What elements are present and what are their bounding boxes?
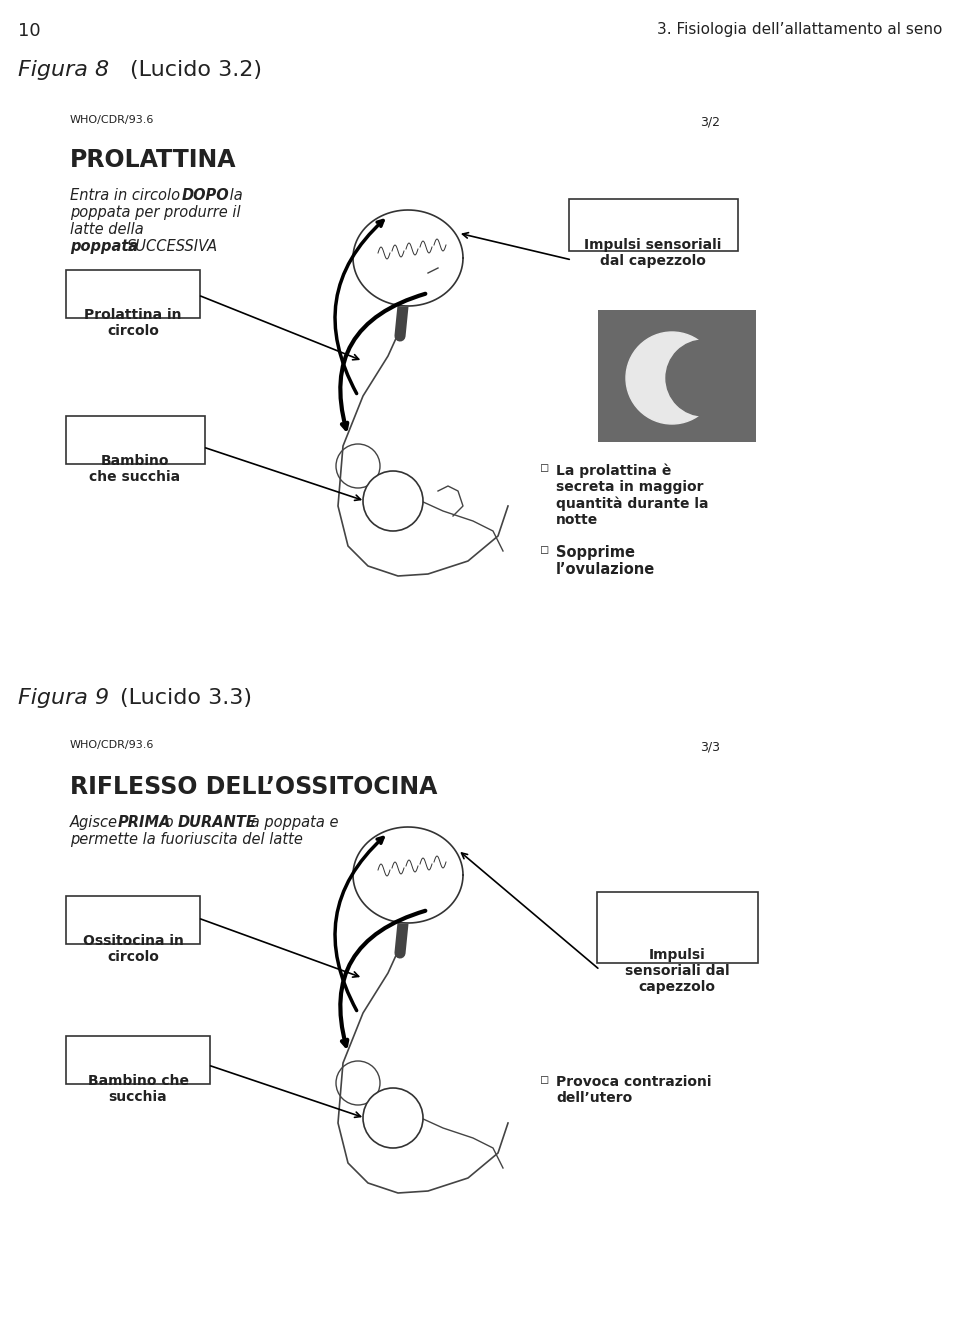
FancyBboxPatch shape: [66, 270, 200, 318]
Text: Bambino
che succhia: Bambino che succhia: [89, 454, 180, 484]
FancyBboxPatch shape: [66, 896, 200, 945]
Text: poppata per produrre il: poppata per produrre il: [70, 205, 241, 219]
Text: latte della: latte della: [70, 222, 144, 237]
Text: la: la: [225, 189, 243, 203]
FancyBboxPatch shape: [569, 199, 738, 252]
Text: PRIMA: PRIMA: [118, 815, 172, 830]
Text: RIFLESSO DELL’OSSITOCINA: RIFLESSO DELL’OSSITOCINA: [70, 775, 438, 799]
FancyBboxPatch shape: [597, 892, 758, 963]
Text: Impulsi
sensoriali dal
capezzolo: Impulsi sensoriali dal capezzolo: [625, 949, 730, 994]
Text: Ossitocina in
circolo: Ossitocina in circolo: [83, 934, 183, 965]
FancyBboxPatch shape: [66, 416, 205, 464]
Text: ◻: ◻: [540, 545, 549, 555]
Circle shape: [666, 340, 742, 416]
Text: DOPO: DOPO: [182, 189, 229, 203]
Text: ◻: ◻: [540, 463, 549, 474]
Text: DURANTE: DURANTE: [178, 815, 257, 830]
Text: (Lucido 3.3): (Lucido 3.3): [120, 688, 252, 708]
Circle shape: [626, 332, 718, 424]
Text: (Lucido 3.2): (Lucido 3.2): [130, 60, 262, 80]
Text: o: o: [160, 815, 179, 830]
Text: SUCCESSIVA: SUCCESSIVA: [127, 240, 218, 254]
Text: la poppata e: la poppata e: [242, 815, 339, 830]
Text: Bambino che
succhia: Bambino che succhia: [87, 1074, 188, 1104]
Text: Prolattina in
circolo: Prolattina in circolo: [84, 308, 181, 339]
Text: PROLATTINA: PROLATTINA: [70, 149, 236, 173]
Text: permette la fuoriuscita del latte: permette la fuoriuscita del latte: [70, 832, 302, 847]
Text: WHO/CDR/93.6: WHO/CDR/93.6: [70, 115, 155, 124]
Text: Figura 9: Figura 9: [18, 688, 109, 708]
Text: Sopprime
l’ovulazione: Sopprime l’ovulazione: [556, 545, 656, 578]
Text: 3/3: 3/3: [700, 740, 720, 753]
FancyBboxPatch shape: [598, 310, 756, 442]
Text: WHO/CDR/93.6: WHO/CDR/93.6: [70, 740, 155, 751]
Text: Provoca contrazioni
dell’utero: Provoca contrazioni dell’utero: [556, 1074, 711, 1105]
Text: ◻: ◻: [540, 1074, 549, 1085]
Circle shape: [363, 471, 423, 531]
Text: La prolattina è
secreta in maggior
quantità durante la
notte: La prolattina è secreta in maggior quant…: [556, 463, 708, 527]
Text: Agisce: Agisce: [70, 815, 123, 830]
Text: Impulsi sensoriali
dal capezzolo: Impulsi sensoriali dal capezzolo: [585, 238, 722, 268]
Polygon shape: [353, 827, 463, 923]
Polygon shape: [353, 210, 463, 306]
FancyBboxPatch shape: [66, 1036, 210, 1084]
Text: 10: 10: [18, 21, 40, 40]
Text: Figura 8: Figura 8: [18, 60, 109, 80]
Circle shape: [363, 1088, 423, 1148]
Text: 3/2: 3/2: [700, 115, 720, 128]
Text: Entra in circolo: Entra in circolo: [70, 189, 184, 203]
Text: 3. Fisiologia dell’allattamento al seno: 3. Fisiologia dell’allattamento al seno: [657, 21, 942, 37]
Text: poppata: poppata: [70, 240, 138, 254]
